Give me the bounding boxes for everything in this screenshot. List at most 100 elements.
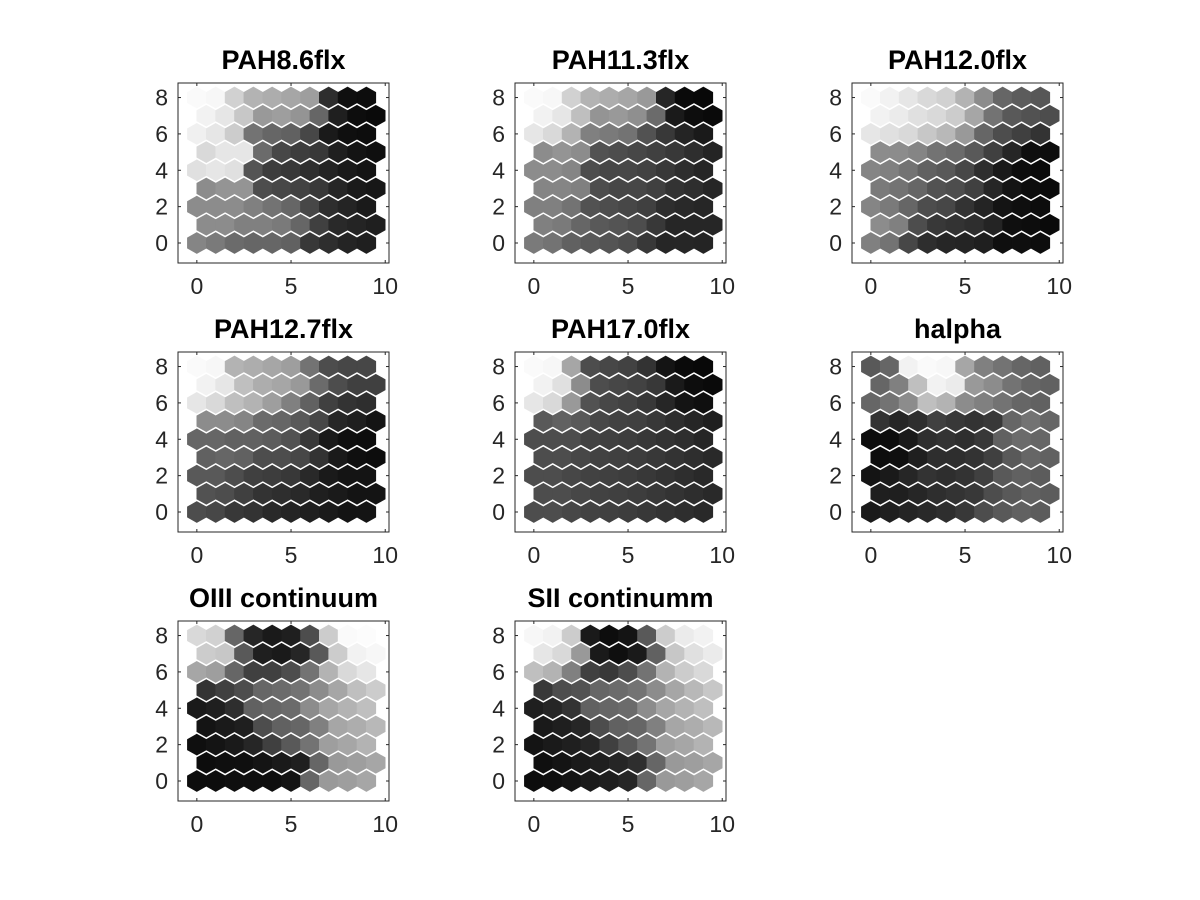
- hex-cell: [300, 195, 320, 218]
- hex-cell: [693, 86, 714, 109]
- hex-cell: [974, 159, 994, 182]
- hex-cell: [580, 733, 601, 756]
- hex-cell: [608, 642, 629, 665]
- panel-title: PAH11.3flx: [552, 45, 690, 75]
- hex-cell: [271, 751, 292, 774]
- hex-cell: [542, 86, 563, 109]
- hex-cell: [366, 141, 386, 163]
- hex-cell: [196, 482, 216, 505]
- y-tick-label: 4: [829, 426, 842, 452]
- hex-cell: [1021, 410, 1041, 432]
- hex-cell: [1040, 410, 1060, 432]
- hex-cell: [655, 697, 676, 720]
- hex-cell: [646, 679, 667, 701]
- hex-cell: [693, 624, 714, 647]
- hex-cell: [347, 373, 367, 396]
- hex-cell: [262, 661, 282, 683]
- hex-cell: [281, 355, 301, 378]
- hex-cell: [936, 392, 956, 414]
- hex-cell: [318, 428, 339, 451]
- hex-cell: [665, 177, 685, 200]
- hex-cell: [1040, 104, 1060, 127]
- hex-cell: [889, 446, 909, 469]
- y-tick-label: 4: [492, 695, 505, 721]
- hex-cell: [561, 355, 582, 378]
- hex-cell: [215, 679, 235, 701]
- hex-cell: [908, 177, 928, 200]
- hex-cell: [524, 86, 544, 109]
- axes-box: [851, 351, 1064, 533]
- hex-cell: [224, 733, 245, 756]
- hex-cell: [1030, 392, 1051, 414]
- hex-cell: [879, 86, 900, 109]
- hex-cell: [542, 770, 563, 792]
- hex-cell: [599, 624, 619, 647]
- hex-cell: [224, 123, 245, 145]
- hex-cell: [206, 464, 226, 487]
- hex-cell: [281, 195, 301, 218]
- hex-cell: [552, 642, 572, 665]
- hex-cell: [328, 482, 348, 505]
- hex-cell: [337, 195, 358, 218]
- hex-cell: [637, 392, 657, 414]
- hex-cell: [674, 195, 695, 218]
- hex-cell: [637, 697, 657, 720]
- hex-cell: [945, 373, 966, 396]
- hex-cell: [917, 232, 938, 254]
- hex-cell: [992, 392, 1013, 414]
- hex-cell: [1011, 195, 1032, 218]
- hex-cell: [571, 213, 591, 236]
- panel-title: halpha: [914, 314, 1002, 344]
- hex-cell: [318, 733, 339, 756]
- hex-cell: [224, 232, 245, 254]
- hex-cell: [684, 373, 704, 396]
- hex-cell: [684, 177, 704, 200]
- hex-cell: [290, 141, 311, 163]
- hex-cell: [347, 446, 367, 469]
- hex-cell: [674, 428, 695, 451]
- axes-box: [514, 82, 727, 264]
- hex-cell: [1002, 104, 1022, 127]
- hex-cell: [590, 715, 610, 738]
- hex-cell: [234, 213, 254, 236]
- hex-cell: [627, 446, 648, 469]
- hex-cell: [347, 642, 367, 665]
- hex-cell: [337, 232, 358, 254]
- hex-cell: [262, 123, 282, 145]
- y-tick-label: 8: [829, 354, 842, 380]
- hex-cell: [1030, 428, 1051, 451]
- hex-cell: [215, 213, 235, 236]
- hex-cell: [224, 464, 245, 487]
- hex-cell: [637, 355, 657, 378]
- hex-cell: [618, 159, 638, 182]
- hex-cell: [253, 177, 273, 200]
- hex-cell: [879, 355, 900, 378]
- hex-cell: [646, 642, 667, 665]
- hex-cell: [318, 232, 339, 254]
- panel-5: 0 5 10 0 2 4 6 8 PAH17.0flx: [492, 314, 735, 568]
- hex-cell: [524, 661, 544, 683]
- hex-cell: [703, 373, 723, 396]
- hex-cell: [187, 159, 207, 182]
- hex-cell: [253, 482, 273, 505]
- hex-cell: [974, 355, 994, 378]
- hex-cell: [271, 373, 292, 396]
- y-tick-label: 8: [492, 623, 505, 649]
- hex-cell: [1040, 213, 1060, 236]
- hex-cell: [224, 159, 245, 182]
- hex-cell: [870, 410, 891, 432]
- hex-cell: [347, 213, 367, 236]
- y-tick-label: 0: [155, 768, 168, 794]
- hex-cell: [889, 213, 909, 236]
- hex-cell: [908, 213, 928, 236]
- hex-cell: [599, 464, 619, 487]
- hex-cell: [533, 751, 554, 774]
- hex-cell: [262, 501, 282, 523]
- hex-cell: [580, 464, 601, 487]
- hex-cell: [674, 624, 695, 647]
- hex-cell: [243, 428, 264, 451]
- hex-cell: [627, 482, 648, 505]
- hex-cell: [347, 177, 367, 200]
- hex-cell: [684, 213, 704, 236]
- hex-cell: [262, 733, 282, 756]
